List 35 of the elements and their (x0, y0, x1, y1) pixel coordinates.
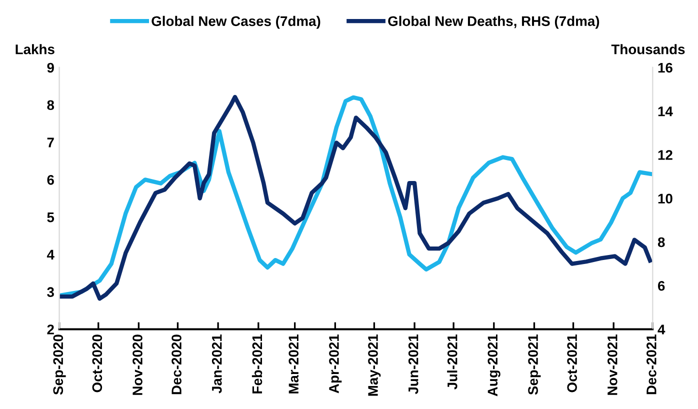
y-tick-label: 3 (47, 287, 54, 298)
x-tick-label: Dec-2021 (646, 334, 656, 394)
x-tick-label: Jun-2021 (408, 334, 418, 394)
x-tick-label: Feb-2021 (252, 334, 262, 394)
y2-tick-label: 12 (658, 150, 672, 160)
x-tick-label: Sep-2020 (53, 334, 66, 395)
y2-tick-label: 4 (658, 324, 666, 334)
x-tick-label: Jul-2021 (447, 334, 458, 390)
y2-tick-label: 14 (658, 106, 673, 116)
x-tick-label: Apr-2021 (329, 334, 342, 394)
x-tick-label: Oct-2020 (92, 334, 102, 392)
x-tick-label: Oct-2021 (567, 334, 577, 392)
x-tick-label: Aug-2021 (488, 334, 500, 396)
y-tick-label: 4 (46, 250, 54, 260)
y-tick-label: 7 (47, 138, 54, 148)
y2-tick-label: 16 (658, 62, 672, 73)
x-tick-label: Mar-2021 (288, 334, 299, 394)
y2-tick-label: 8 (658, 237, 665, 248)
y2-tick-label: 10 (658, 194, 672, 204)
y2-axis-title: Thousands (611, 44, 685, 54)
y-tick-label: 5 (47, 212, 54, 222)
legend-label: Global New Cases (7dma) (152, 16, 320, 29)
y-tick-label: 6 (47, 175, 54, 185)
legend-label: Global New Deaths, RHS (7dma) (388, 16, 600, 29)
y-tick-label: 9 (47, 62, 54, 73)
x-tick-label: May-2021 (368, 334, 381, 396)
x-tick-label: Sep-2021 (528, 334, 541, 395)
x-tick-label: Jan-2021 (212, 334, 222, 394)
y-axis-title: Lakhs (16, 44, 54, 54)
y-tick-label: 2 (47, 324, 54, 334)
y2-tick-label: 6 (658, 280, 665, 291)
x-tick-label: Dec-2020 (172, 334, 182, 394)
y-tick-label: 8 (47, 100, 54, 110)
x-tick-label: Nov-2020 (132, 334, 142, 395)
x-tick-label: Nov-2021 (607, 334, 618, 395)
